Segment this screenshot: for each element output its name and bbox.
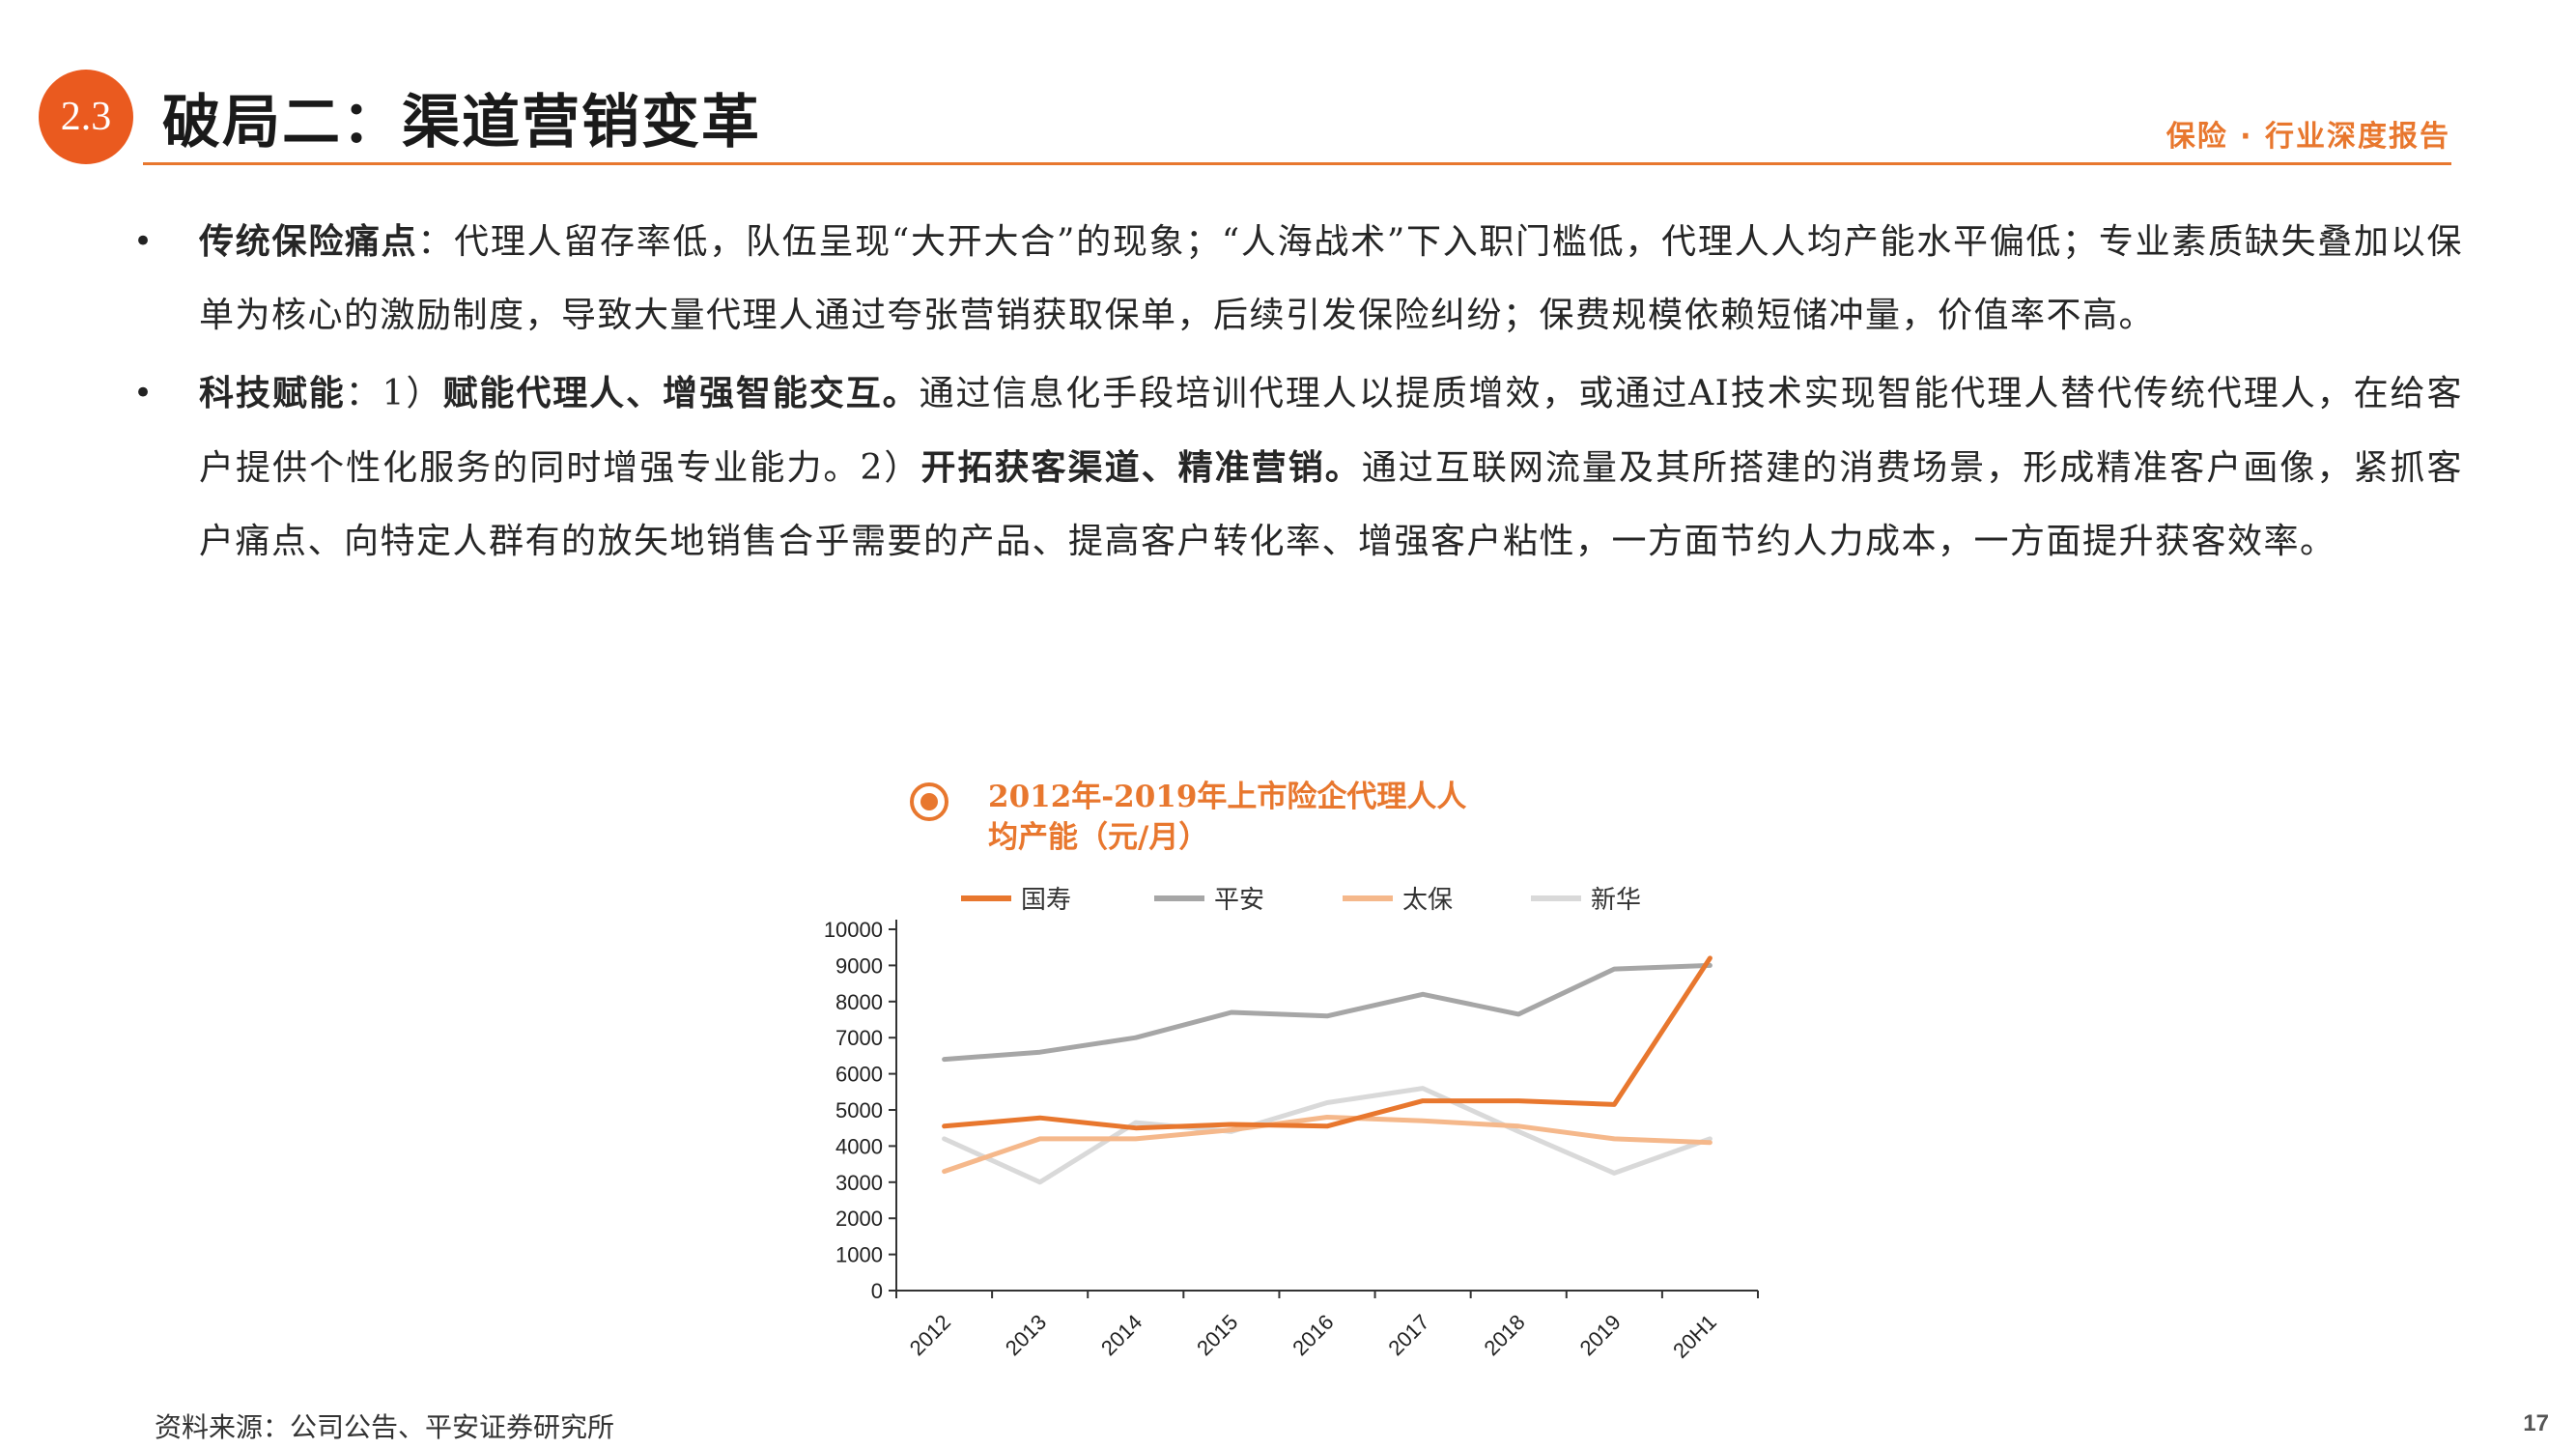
section-number-badge: 2.3 [39,70,133,164]
x-tick-label-0: 2012 [905,1310,955,1360]
x-tick-label-6: 2018 [1479,1310,1529,1360]
x-tick-label-4: 2016 [1288,1310,1338,1360]
x-tick-label-3: 2015 [1192,1310,1242,1360]
point-2-label: 2） [860,448,921,488]
x-tick-label-8: 20H1 [1668,1310,1721,1363]
page-title: 破局二：渠道营销变革 [162,89,761,156]
bullet-lead: 传统保险痛点 [199,221,418,262]
y-tick-label-3: 3000 [835,1171,883,1195]
y-tick-label-6: 6000 [835,1063,883,1087]
bullet-item-pain-points: • 传统保险痛点：代理人留存率低，队伍呈现“大开大合”的现象；“人海战术”下入职… [126,205,2463,353]
x-tick-label-1: 2013 [1001,1310,1051,1360]
bullet-item-tech-empowerment: • 科技赋能：1）赋能代理人、增强智能交互。通过信息化手段培训代理人以提质增效，… [126,356,2463,579]
bullet-lead: 科技赋能 [199,373,346,413]
bullet-text: 传统保险痛点：代理人留存率低，队伍呈现“大开大合”的现象；“人海战术”下入职门槛… [199,205,2463,353]
bullet-dot-icon: • [133,222,154,261]
bullet-lead-separator: ： [345,374,382,413]
bullet-text: 科技赋能：1）赋能代理人、增强智能交互。通过信息化手段培训代理人以提质增效，或通… [199,356,2463,579]
y-tick-label-10: 10000 [824,918,883,942]
y-tick-label-9: 9000 [835,953,883,978]
page-number: 17 [2523,1410,2549,1436]
point-2-body: 通过互联网流量及其所搭建的消费场景，形成精准客户画像，紧抓客户痛点、向特定人群有… [199,448,2463,561]
legend-label-2: 太保 [1402,885,1453,914]
series-line-3 [942,1086,1713,1185]
point-2-heading: 开拓获客渠道、精准营销。 [920,447,1362,488]
bullet-body: 代理人留存率低，队伍呈现“大开大合”的现象；“人海战术”下入职门槛低，代理人人均… [199,222,2463,335]
report-category-tag: 保险 · 行业深度报告 [2166,120,2450,154]
line-chart: 国寿 平安 太保 新华 0 1000 2000 3000 4000 5000 6000 7000 800… [824,885,1759,1363]
y-tick-label-8: 8000 [835,990,883,1014]
chart-container: 2012年-2019年上市险企代理人人均产能（元/月） 国寿 平安 太保 新华 0 100… [753,763,1816,1391]
series-line-0 [942,955,1713,1131]
point-1-heading: 赋能代理人、增强智能交互。 [442,373,920,413]
x-tick-label-7: 2019 [1575,1310,1626,1360]
target-circle-icon [910,782,948,821]
y-tick-label-4: 4000 [835,1134,883,1158]
y-tick-label-1: 1000 [835,1243,883,1267]
chart-title: 2012年-2019年上市险企代理人人均产能（元/月） [988,780,1467,855]
y-tick-label-5: 5000 [835,1098,883,1122]
x-tick-label-5: 2017 [1383,1310,1433,1360]
y-tick-label-0: 0 [871,1279,883,1303]
point-1-body: 通过信息化手段培训代理人以提质增效，或通过AI技术实现智能代理人替代传统代理人，… [199,374,2463,488]
legend-label-0: 国寿 [1021,885,1071,914]
source-note: 资料来源：公司公告、平安证券研究所 [155,1411,615,1443]
series-line-2 [942,1115,1713,1175]
bullet-dot-icon: • [133,374,154,412]
series-line-1 [942,962,1713,1063]
bullet-lead-separator: ： [417,222,455,262]
y-tick-label-7: 7000 [835,1026,883,1050]
bullet-list: • 传统保险痛点：代理人留存率低，队伍呈现“大开大合”的现象；“人海战术”下入职… [126,205,2463,582]
point-1-label: 1） [382,374,443,413]
title-divider [143,162,2451,165]
y-tick-label-2: 2000 [835,1207,883,1231]
x-tick-label-2: 2014 [1096,1310,1146,1360]
legend-label-3: 新华 [1591,885,1641,914]
legend-label-1: 平安 [1214,885,1264,914]
